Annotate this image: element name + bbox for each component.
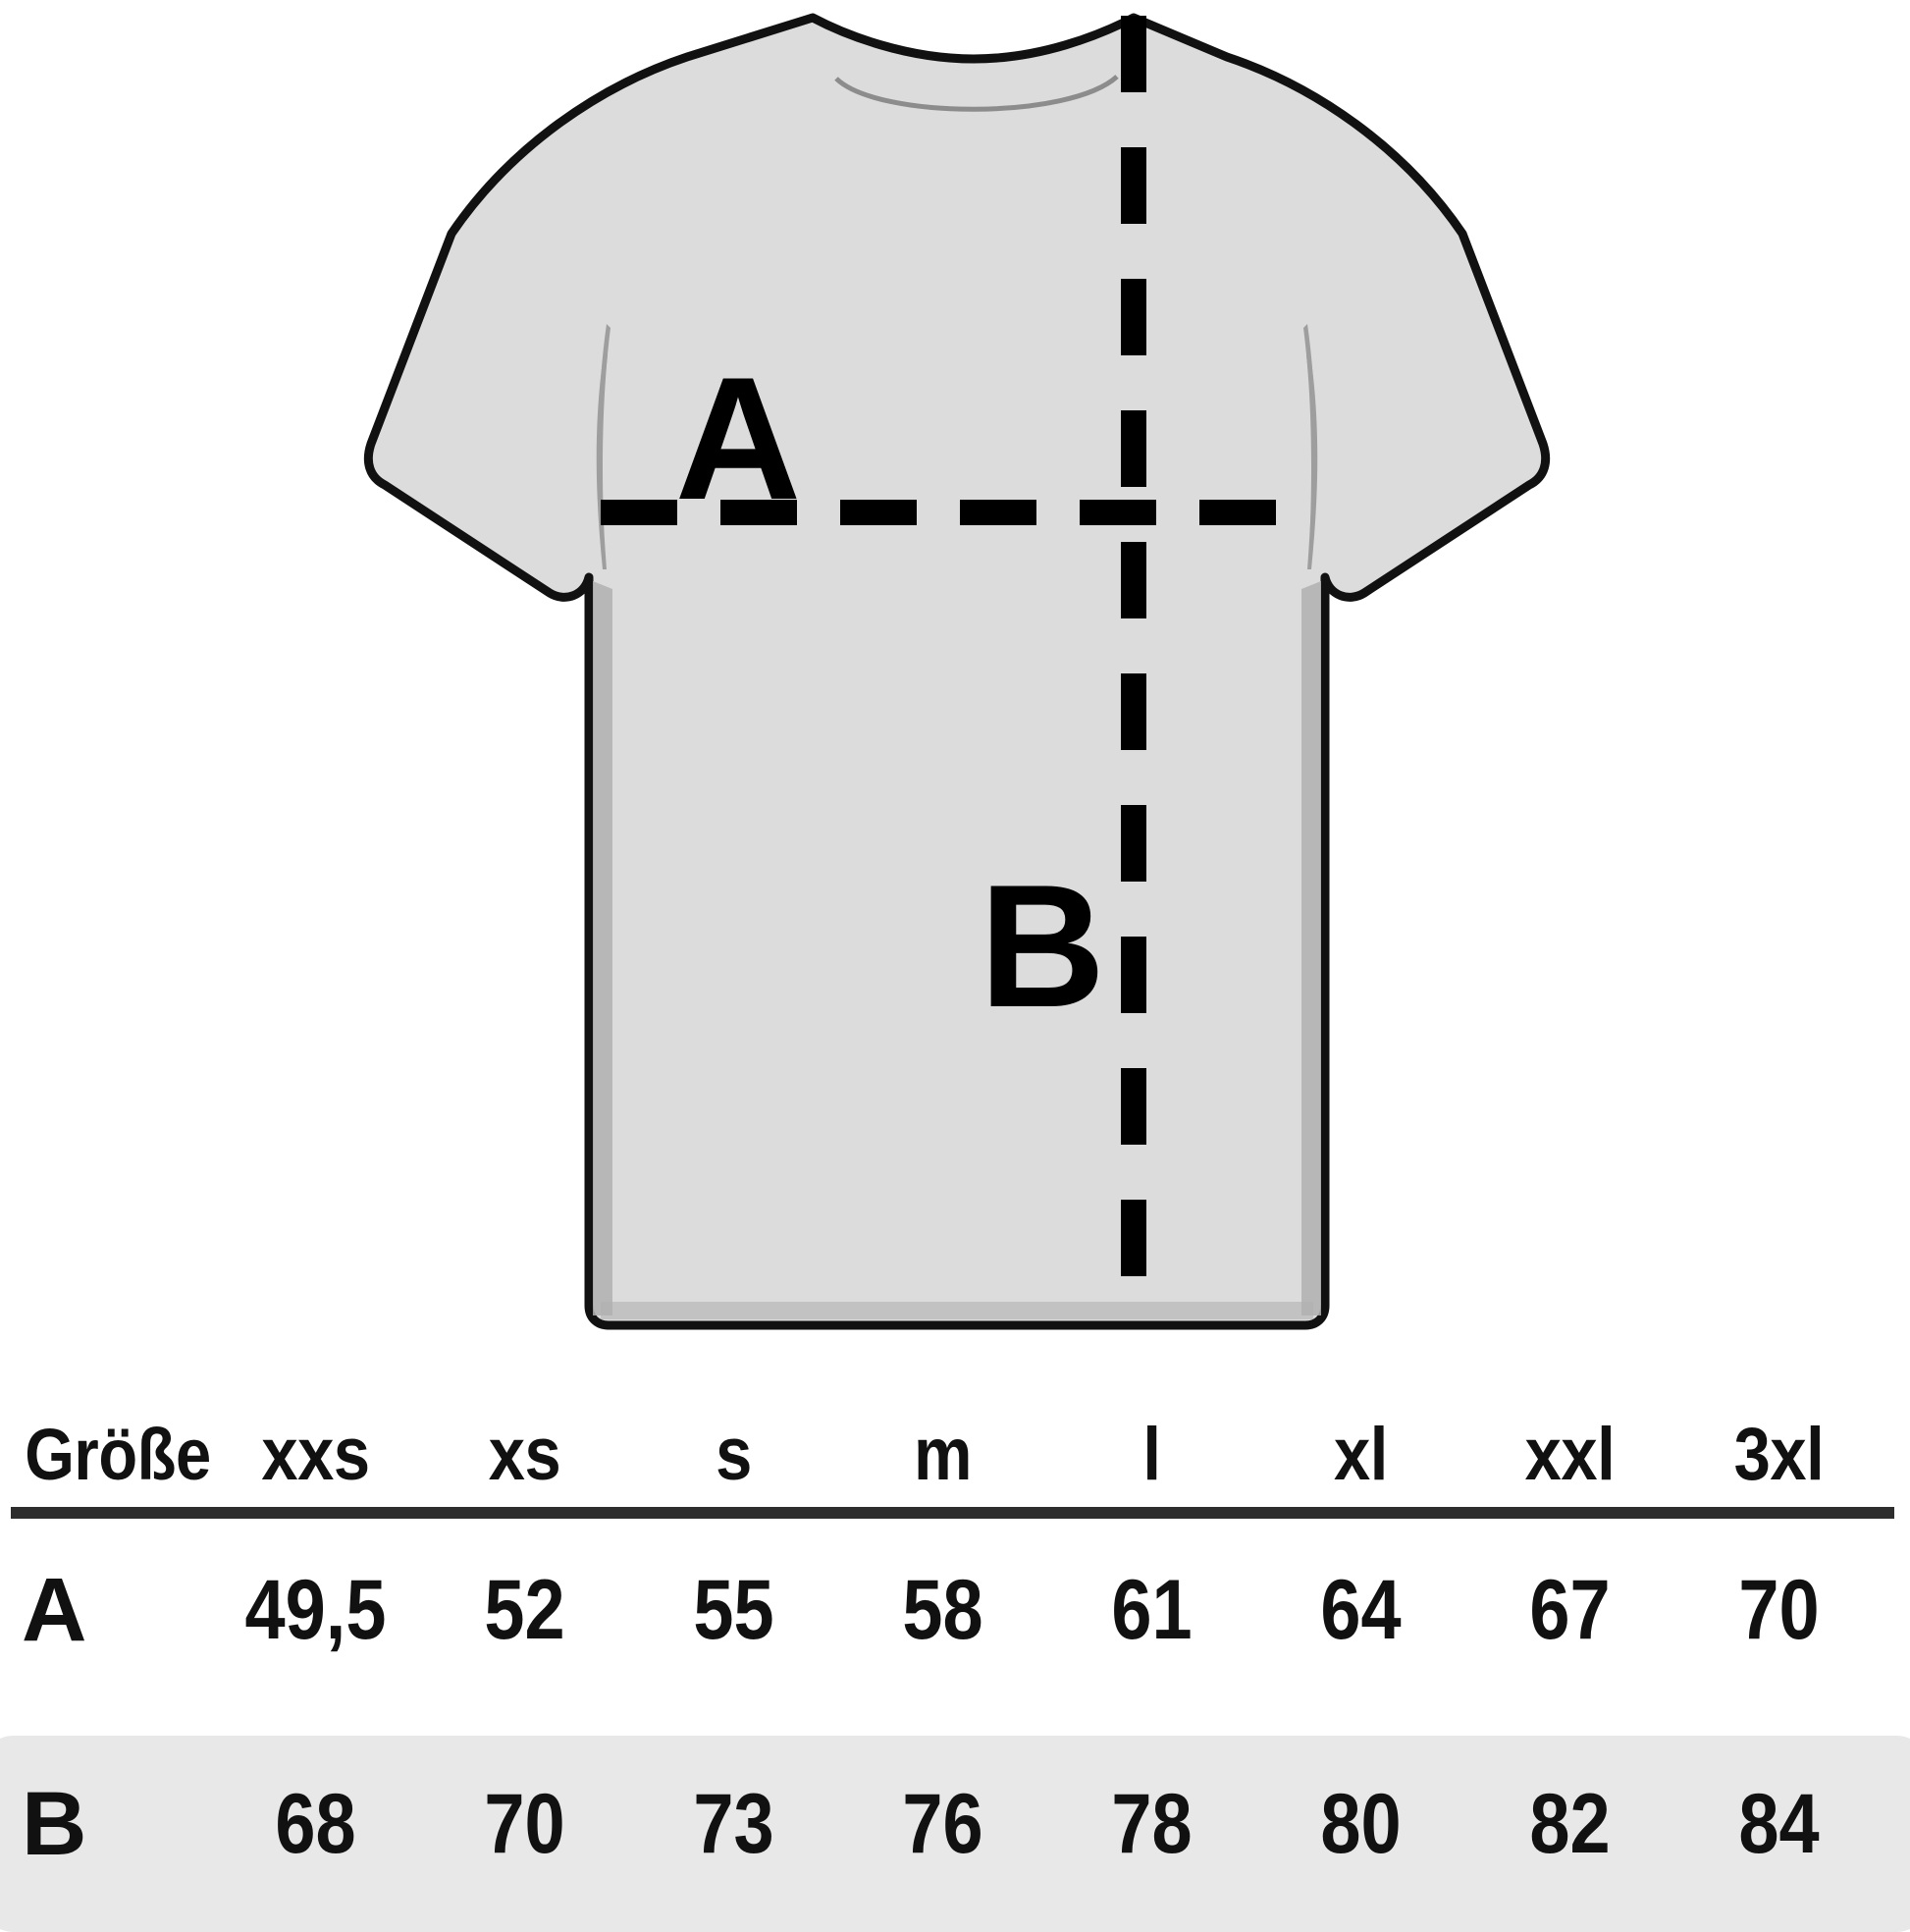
table-row: B 68 70 73 76 78 80 82 84 [0,1755,1910,1893]
row-b-value-3: 76 [902,1777,983,1871]
header-cell-size-0: xxs [261,1413,370,1496]
row-a-label: A [22,1560,87,1660]
shirt-hem-shadow [601,1302,1313,1319]
row-b-value-7: 84 [1738,1777,1820,1871]
tshirt-diagram: A B [363,13,1551,1330]
row-a-value-3: 58 [902,1563,983,1657]
row-a-value-6: 67 [1529,1563,1611,1657]
row-b-value-4: 78 [1111,1777,1193,1871]
label-b: B [980,848,1106,1044]
size-table: Größe xxs xs s m l xl xxl 3xl A 49,5 52 … [0,1394,1910,1932]
left-sleeve-crease-tail [596,353,608,569]
shirt-left-shadow [593,581,612,1315]
row-a-value-4: 61 [1111,1563,1193,1657]
row-b-value-6: 82 [1529,1777,1611,1871]
row-a-value-0: 49,5 [244,1563,387,1657]
shirt-right-shadow [1301,581,1321,1315]
header-cell-size-5: xl [1334,1413,1388,1496]
header-cell-size-1: xs [488,1413,561,1496]
row-a-value-1: 52 [484,1563,565,1657]
row-a-value-5: 64 [1320,1563,1402,1657]
header-cell-size-2: s [716,1413,752,1496]
row-a-value-2: 55 [693,1563,774,1657]
header-cell-size-3: m [913,1413,973,1496]
row-b-value-1: 70 [484,1777,565,1871]
header-cell-groesse: Größe [25,1414,211,1495]
shirt-body-shape [363,13,1551,1330]
header-cell-size-7: 3xl [1733,1413,1825,1496]
row-b-background-band [0,1736,1910,1932]
collar-inner-line [834,75,1119,112]
table-row: A 49,5 52 55 58 61 64 67 70 [0,1546,1910,1674]
row-b-label: B [22,1774,87,1874]
row-b-value-5: 80 [1320,1777,1402,1871]
row-a-value-7: 70 [1738,1563,1820,1657]
header-separator-rule [11,1507,1894,1519]
header-cell-size-6: xxl [1524,1413,1616,1496]
row-b-value-2: 73 [693,1777,774,1871]
header-cell-size-4: l [1142,1413,1161,1496]
label-a: A [675,341,802,536]
row-b-value-0: 68 [275,1777,356,1871]
right-sleeve-crease-tail [1306,353,1318,569]
table-header-row: Größe xxs xs s m l xl xxl 3xl [0,1410,1910,1500]
row-b-band-wrapper [0,1394,1910,1932]
